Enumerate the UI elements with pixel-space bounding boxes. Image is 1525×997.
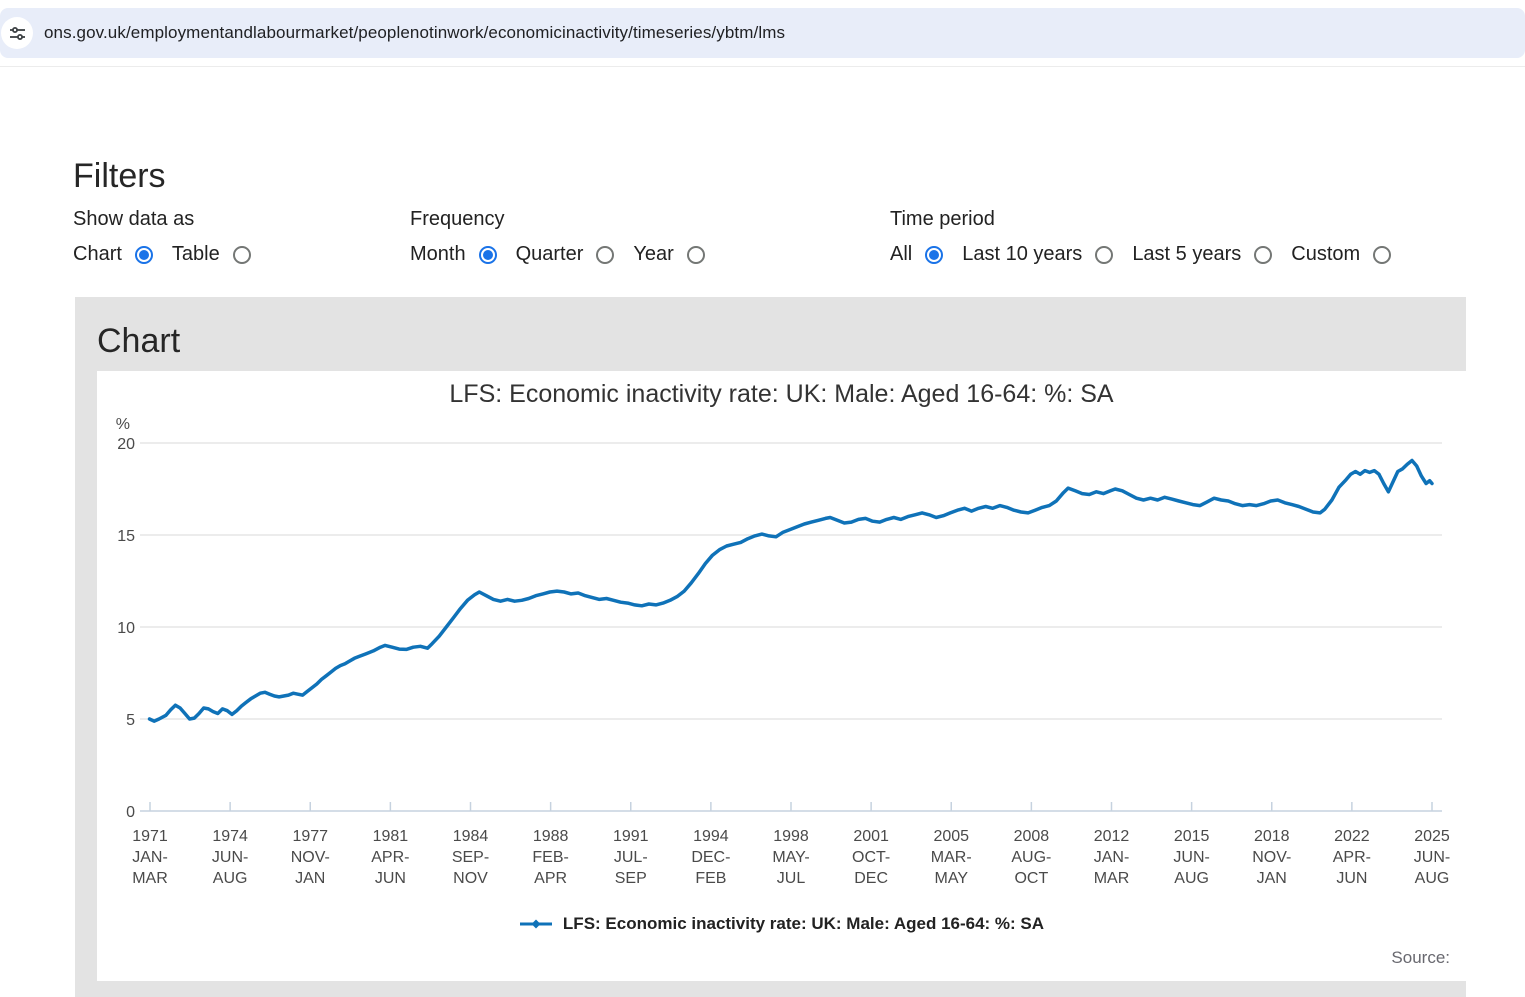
radio-circle-month[interactable] (478, 245, 497, 264)
legend-label: LFS: Economic inactivity rate: UK: Male:… (562, 914, 1045, 933)
svg-text:JAN-: JAN- (1094, 849, 1130, 866)
svg-text:FEB: FEB (695, 870, 726, 887)
chart-heading: Chart (97, 322, 181, 360)
svg-text:1998: 1998 (773, 828, 809, 845)
svg-text:20: 20 (117, 436, 135, 453)
svg-text:1988: 1988 (533, 828, 569, 845)
svg-text:MAR-: MAR- (931, 849, 972, 866)
svg-text:SEP: SEP (615, 870, 647, 887)
svg-text:2015: 2015 (1174, 828, 1210, 845)
filter-label-frequency: Frequency (410, 208, 505, 230)
radio-last-5-years[interactable]: Last 5 years (1132, 243, 1273, 266)
source-label: Source: (1391, 948, 1450, 967)
radio-table[interactable]: Table (172, 243, 251, 266)
svg-text:AUG: AUG (1415, 870, 1450, 887)
svg-text:SEP-: SEP- (452, 849, 489, 866)
svg-text:1991: 1991 (613, 828, 649, 845)
legend-line-marker (519, 919, 552, 929)
radio-circle-all[interactable] (925, 245, 944, 264)
radio-all[interactable]: All (890, 243, 944, 266)
line-chart-plot[interactable]: % 0 5 10 15 20 1971 JAN- MAR 1974 JUN- AUG 1977 NOV- J… (97, 371, 1466, 981)
svg-text:2008: 2008 (1014, 828, 1050, 845)
radio-last-10-years[interactable]: Last 10 years (962, 243, 1114, 266)
browser-url-bar[interactable]: ons.gov.uk/employmentandlabourmarket/peo… (0, 8, 1525, 58)
filter-group-show-data-as: Show data as Chart Table (73, 206, 270, 266)
tune-icon (9, 26, 25, 40)
svg-text:1971: 1971 (132, 828, 168, 845)
svg-text:1974: 1974 (212, 828, 248, 845)
radio-custom[interactable]: Custom (1291, 243, 1392, 266)
radio-quarter[interactable]: Quarter (516, 243, 615, 266)
svg-text:OCT: OCT (1014, 870, 1048, 887)
svg-text:2025: 2025 (1414, 828, 1450, 845)
svg-text:OCT-: OCT- (852, 849, 890, 866)
svg-text:2018: 2018 (1254, 828, 1290, 845)
radio-year[interactable]: Year (633, 243, 705, 266)
svg-text:JUN: JUN (375, 870, 406, 887)
svg-text:AUG: AUG (213, 870, 248, 887)
radio-circle-custom[interactable] (1373, 245, 1392, 264)
svg-text:DEC-: DEC- (691, 849, 730, 866)
svg-text:NOV-: NOV- (291, 849, 330, 866)
svg-text:NOV-: NOV- (1252, 849, 1291, 866)
svg-text:2005: 2005 (933, 828, 969, 845)
svg-text:JAN: JAN (1257, 870, 1287, 887)
svg-text:MAR: MAR (1094, 870, 1130, 887)
svg-text:FEB-: FEB- (532, 849, 568, 866)
svg-text:JUN-: JUN- (212, 849, 248, 866)
svg-text:MAY-: MAY- (772, 849, 809, 866)
svg-text:JUN-: JUN- (1173, 849, 1209, 866)
url-text: ons.gov.uk/employmentandlabourmarket/peo… (44, 23, 786, 42)
radio-circle-quarter[interactable] (596, 245, 615, 264)
chart-legend[interactable]: LFS: Economic inactivity rate: UK: Male:… (97, 914, 1466, 934)
svg-text:15: 15 (117, 528, 135, 545)
svg-text:JAN-: JAN- (132, 849, 168, 866)
site-permissions-icon[interactable] (1, 17, 33, 49)
svg-text:JUL-: JUL- (614, 849, 648, 866)
svg-text:1977: 1977 (292, 828, 328, 845)
svg-text:1984: 1984 (453, 828, 489, 845)
chart-title: LFS: Economic inactivity rate: UK: Male:… (449, 380, 1114, 408)
chart-figure: LFS: Economic inactivity rate: UK: Male:… (97, 371, 1466, 981)
svg-text:AUG-: AUG- (1011, 849, 1051, 866)
radio-month[interactable]: Month (410, 243, 497, 266)
svg-text:JAN: JAN (295, 870, 325, 887)
svg-text:DEC: DEC (854, 870, 888, 887)
svg-text:2001: 2001 (853, 828, 889, 845)
filter-label-time-period: Time period (890, 208, 995, 230)
svg-text:10: 10 (117, 620, 135, 637)
svg-text:1994: 1994 (693, 828, 729, 845)
svg-text:APR-: APR- (1333, 849, 1371, 866)
svg-text:%: % (116, 416, 130, 433)
radio-circle-year[interactable] (686, 245, 705, 264)
filter-label-show-data-as: Show data as (73, 208, 195, 230)
svg-text:NOV: NOV (453, 870, 488, 887)
svg-text:APR: APR (534, 870, 567, 887)
radio-circle-last-5-years[interactable] (1254, 245, 1273, 264)
filter-group-time-period: Time period All Last 10 years Last 5 yea… (890, 206, 1410, 266)
filter-group-frequency: Frequency Month Quarter Year (410, 206, 724, 266)
svg-text:JUL: JUL (777, 870, 806, 887)
svg-text:APR-: APR- (371, 849, 409, 866)
svg-text:MAY: MAY (935, 870, 969, 887)
svg-text:MAR: MAR (132, 870, 168, 887)
svg-text:0: 0 (126, 804, 135, 821)
svg-text:AUG: AUG (1174, 870, 1209, 887)
filters-section: Show data as Chart Table Frequency Month… (73, 206, 1473, 276)
svg-text:1981: 1981 (373, 828, 409, 845)
browser-bar-divider (0, 66, 1525, 67)
filters-heading: Filters (73, 157, 166, 195)
svg-text:JUN: JUN (1336, 870, 1367, 887)
radio-circle-chart[interactable] (134, 245, 153, 264)
svg-text:JUN-: JUN- (1414, 849, 1450, 866)
chart-panel: Chart LFS: Economic inactivity rate: UK:… (75, 297, 1466, 997)
svg-text:2022: 2022 (1334, 828, 1370, 845)
svg-text:2012: 2012 (1094, 828, 1130, 845)
radio-circle-last-10-years[interactable] (1095, 245, 1114, 264)
radio-chart[interactable]: Chart (73, 243, 153, 266)
radio-circle-table[interactable] (232, 245, 251, 264)
svg-text:5: 5 (126, 712, 135, 729)
